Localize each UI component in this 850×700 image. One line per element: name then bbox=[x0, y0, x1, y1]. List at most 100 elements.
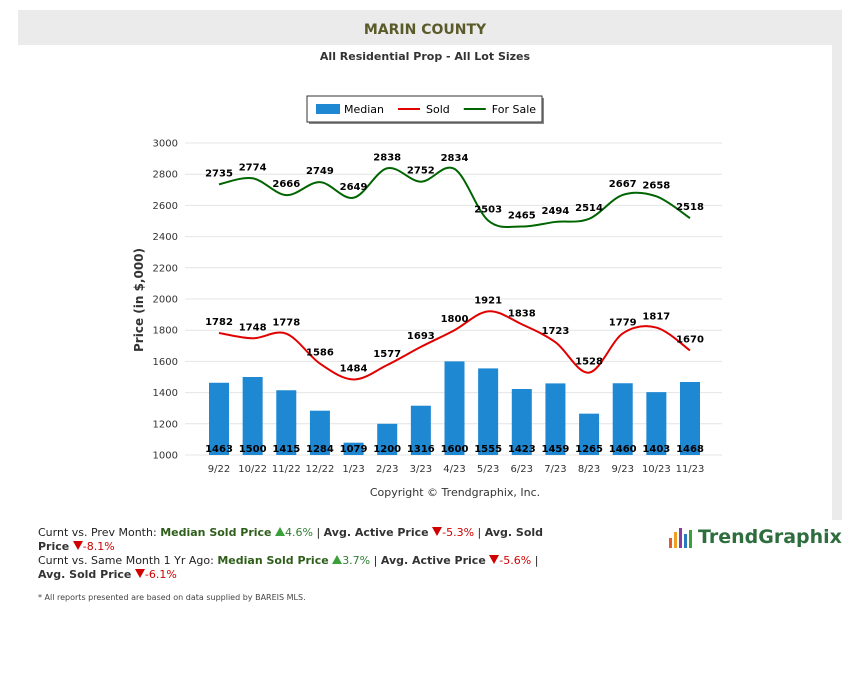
data-label: 1577 bbox=[373, 349, 401, 360]
x-tick-label: 12/22 bbox=[306, 464, 335, 475]
x-tick-label: 6/23 bbox=[511, 464, 533, 475]
trend-icon bbox=[332, 555, 343, 564]
data-label: 1800 bbox=[441, 314, 469, 325]
data-label: 2518 bbox=[676, 202, 704, 213]
trend-icon bbox=[432, 527, 443, 536]
data-label: 1779 bbox=[609, 317, 637, 328]
y-tick-label: 2000 bbox=[153, 295, 178, 306]
bar bbox=[511, 389, 532, 455]
note: * All reports presented are based on dat… bbox=[38, 593, 306, 602]
summary-label: Avg. Sold Price bbox=[38, 526, 544, 553]
summary-label: Median Sold Price bbox=[160, 526, 272, 539]
line bbox=[218, 310, 691, 381]
legend-label: Median bbox=[344, 103, 384, 116]
y-tick-label: 1600 bbox=[153, 357, 178, 368]
y-tick-label: 2200 bbox=[153, 263, 178, 274]
data-label: 1586 bbox=[306, 348, 334, 359]
data-label: 2503 bbox=[474, 205, 502, 216]
data-label: 2658 bbox=[642, 180, 670, 191]
logo-icon bbox=[669, 528, 692, 548]
summary-prefix: Curnt vs. Prev Month: bbox=[38, 526, 157, 539]
x-tick-label: 10/23 bbox=[642, 464, 671, 475]
data-label: 1838 bbox=[508, 308, 536, 319]
data-label: 2514 bbox=[575, 203, 603, 214]
bar bbox=[444, 361, 465, 455]
y-tick-label: 1800 bbox=[153, 326, 178, 337]
page-title: MARIN COUNTY bbox=[363, 22, 487, 38]
bar bbox=[309, 410, 330, 455]
x-tick-label: 7/23 bbox=[544, 464, 566, 475]
summary-row: Curnt vs. Same Month 1 Yr Ago: Median So… bbox=[38, 554, 539, 581]
logo: TrendGraphix bbox=[668, 526, 842, 548]
x-tick-label: 8/23 bbox=[578, 464, 600, 475]
data-label: 1555 bbox=[474, 444, 502, 455]
data-label: 2667 bbox=[609, 179, 637, 190]
data-label: 1500 bbox=[239, 444, 267, 455]
summary: Curnt vs. Prev Month: Median Sold Price … bbox=[38, 526, 548, 582]
y-axis-title: Price (in $,000) bbox=[132, 248, 146, 352]
data-label: 1782 bbox=[205, 317, 233, 328]
legend-label: For Sale bbox=[492, 103, 536, 116]
data-label: 2735 bbox=[205, 168, 233, 179]
y-tick-label: 1400 bbox=[153, 388, 178, 399]
chart: All Residential Prop - All Lot Sizes Pri… bbox=[132, 50, 722, 499]
x-tick-label: 1/23 bbox=[342, 464, 364, 475]
data-label: 1200 bbox=[373, 444, 401, 455]
data-label: 1748 bbox=[239, 322, 267, 333]
summary-change: 4.6% bbox=[285, 526, 313, 539]
copyright: Copyright © Trendgraphix, Inc. bbox=[370, 486, 540, 499]
bar bbox=[209, 382, 229, 455]
data-label: 1459 bbox=[542, 444, 570, 455]
summary-label: Median Sold Price bbox=[217, 554, 329, 567]
data-label: 2752 bbox=[407, 166, 435, 177]
data-label: 1415 bbox=[272, 444, 300, 455]
trend-icon bbox=[134, 569, 145, 578]
data-label: 1670 bbox=[676, 334, 704, 345]
trend-icon bbox=[275, 527, 286, 536]
data-label: 1600 bbox=[441, 444, 469, 455]
data-label: 1423 bbox=[508, 444, 536, 455]
y-tick-label: 3000 bbox=[153, 139, 178, 150]
data-label: 1817 bbox=[642, 312, 670, 323]
data-label: 2494 bbox=[542, 206, 570, 217]
bar bbox=[242, 377, 263, 455]
bar bbox=[545, 383, 566, 455]
x-tick-label: 11/22 bbox=[272, 464, 301, 475]
data-label: 1723 bbox=[542, 326, 570, 337]
data-label: 1463 bbox=[205, 444, 233, 455]
data-label: 1460 bbox=[609, 444, 637, 455]
data-label: 1284 bbox=[306, 444, 334, 455]
bar bbox=[410, 405, 431, 455]
data-label: 2838 bbox=[373, 152, 401, 163]
x-tick-label: 2/23 bbox=[376, 464, 398, 475]
summary-change: -5.6% bbox=[499, 554, 532, 567]
y-tick-label: 1200 bbox=[153, 419, 178, 430]
data-label: 1468 bbox=[676, 444, 704, 455]
bar bbox=[579, 413, 600, 455]
data-label: 2666 bbox=[272, 179, 300, 190]
chart-subtitle: All Residential Prop - All Lot Sizes bbox=[320, 50, 531, 63]
trend-icon bbox=[489, 555, 500, 564]
data-label: 1265 bbox=[575, 444, 603, 455]
x-tick-label: 3/23 bbox=[410, 464, 432, 475]
legend-box bbox=[306, 95, 543, 123]
bar bbox=[612, 383, 633, 455]
x-tick-label: 10/22 bbox=[238, 464, 267, 475]
summary-change: -5.3% bbox=[442, 526, 475, 539]
y-tick-label: 2600 bbox=[153, 201, 178, 212]
summary-prefix: Curnt vs. Same Month 1 Yr Ago: bbox=[38, 554, 214, 567]
summary-change: -8.1% bbox=[82, 540, 115, 553]
bar bbox=[478, 368, 499, 455]
x-tick-label: 4/23 bbox=[443, 464, 465, 475]
data-label: 2749 bbox=[306, 166, 334, 177]
y-tick-label: 2400 bbox=[153, 232, 178, 243]
data-label: 1528 bbox=[575, 357, 603, 368]
x-tick-label: 9/23 bbox=[611, 464, 633, 475]
data-label: 1778 bbox=[272, 318, 300, 329]
y-tick-label: 1000 bbox=[153, 451, 178, 462]
x-tick-label: 5/23 bbox=[477, 464, 499, 475]
bar bbox=[343, 442, 364, 455]
data-label: 1484 bbox=[340, 363, 368, 374]
data-label: 2465 bbox=[508, 210, 536, 221]
